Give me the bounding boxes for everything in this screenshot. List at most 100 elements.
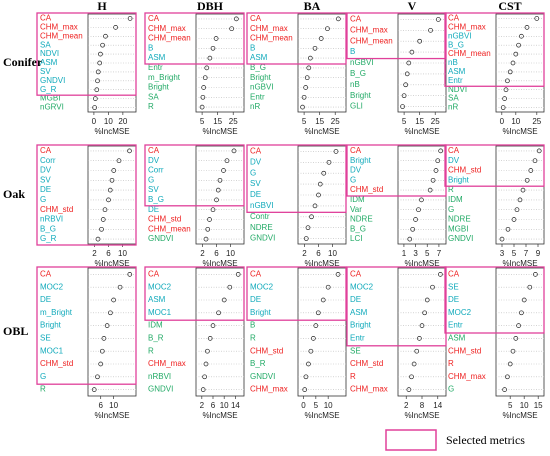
x-tick-label: 25: [229, 117, 238, 126]
metric-label: CHM_std: [448, 166, 481, 175]
metric-label: B_R: [148, 334, 164, 343]
dot: [400, 104, 405, 109]
dot: [435, 17, 441, 22]
dot: [116, 158, 122, 164]
dot: [100, 42, 105, 48]
dot: [411, 361, 417, 367]
metric-label: LCI: [350, 234, 362, 243]
dot: [536, 148, 542, 154]
metric-label: Bright: [350, 91, 372, 100]
column-header: DBH: [197, 0, 224, 13]
metric-label: Bright: [448, 175, 470, 184]
dot: [304, 75, 310, 81]
x-axis-label: %IncMSE: [94, 127, 129, 136]
x-tick-label: 2: [404, 401, 409, 410]
metric-label: IDM: [350, 195, 365, 204]
metric-label: IDM: [148, 321, 163, 330]
dot: [519, 310, 524, 316]
metric-label: DV: [40, 166, 52, 175]
x-tick-label: 5: [200, 117, 205, 126]
legend-label: Selected metrics: [446, 433, 525, 447]
metric-label: m_Bright: [40, 308, 73, 317]
dot: [326, 159, 332, 165]
dot: [499, 236, 505, 242]
metric-label: NDVI: [448, 85, 467, 94]
dot: [316, 192, 321, 198]
metric-label: DE: [250, 190, 261, 199]
metric-label: MOC1: [148, 308, 172, 317]
x-tick-label: 6: [316, 249, 321, 258]
dot: [534, 16, 540, 21]
selection-box: [144, 266, 245, 321]
dot: [113, 25, 118, 30]
dot: [303, 374, 309, 380]
metric-label: DV: [350, 166, 362, 175]
dot: [205, 348, 210, 354]
metric-label: Corr: [148, 166, 164, 175]
dot: [516, 323, 521, 328]
dot: [307, 55, 313, 61]
metric-label: nRBVI: [40, 215, 63, 224]
x-tick-label: 15: [415, 117, 424, 126]
metric-label: CA: [148, 14, 160, 23]
dot: [311, 336, 316, 341]
x-tick-label: 2: [302, 249, 307, 258]
metric-label: nRBVI: [148, 372, 171, 381]
metric-label: CHM_max: [250, 24, 288, 33]
metric-label: CHM_max: [350, 25, 388, 34]
metric-label: G: [250, 168, 256, 177]
dot: [510, 348, 516, 354]
x-tick-label: 6: [98, 401, 103, 410]
dot: [127, 16, 133, 21]
dot: [513, 336, 519, 341]
metric-label: CA: [250, 270, 262, 279]
plot-frame: [195, 267, 245, 397]
metric-label: nGRVI: [40, 103, 64, 112]
x-axis-label: %IncMSE: [304, 411, 339, 420]
dot: [500, 105, 506, 110]
dot: [213, 36, 219, 41]
x-axis-label: %IncMSE: [502, 127, 537, 136]
metric-label: ASM: [148, 295, 166, 304]
dot: [409, 49, 415, 55]
dot: [200, 387, 206, 392]
dot: [305, 225, 311, 231]
x-axis-label: %IncMSE: [94, 259, 129, 268]
selection-box: [346, 12, 447, 60]
x-tick-label: 2: [92, 249, 97, 258]
metric-label: SA: [148, 92, 159, 101]
selection-box: [246, 144, 347, 213]
x-tick-label: 25: [431, 117, 440, 126]
selection-box: [444, 12, 545, 87]
metric-label: GLI: [350, 102, 363, 111]
metric-label: ASM: [350, 308, 368, 317]
row-label: OBL: [3, 324, 28, 338]
dot: [210, 207, 216, 213]
selection-box: [444, 266, 545, 334]
metric-label: CA: [448, 146, 460, 155]
dot: [117, 284, 123, 290]
metric-label: Bright: [40, 321, 62, 330]
metric-label: CHM_max: [448, 372, 486, 381]
metric-label: CHM_mean: [148, 224, 191, 233]
metric-label: CA: [350, 270, 362, 279]
dot: [524, 177, 530, 183]
metric-label: B: [148, 43, 153, 52]
dot: [221, 297, 227, 303]
dot: [438, 148, 444, 154]
metric-label: CA: [350, 15, 362, 24]
selection-box: [346, 266, 447, 347]
x-tick-label: 2: [200, 249, 205, 258]
dot: [333, 149, 339, 154]
dot: [315, 310, 321, 316]
dot: [201, 85, 207, 90]
metric-label: Contr: [250, 212, 270, 221]
dot: [417, 336, 422, 341]
dot: [203, 361, 209, 367]
metric-label: CHM_mean: [40, 31, 83, 40]
metric-label: DE: [40, 295, 51, 304]
x-axis-label: %IncMSE: [502, 411, 537, 420]
metric-label: MOC1: [40, 346, 64, 355]
selection-box: [36, 12, 137, 96]
